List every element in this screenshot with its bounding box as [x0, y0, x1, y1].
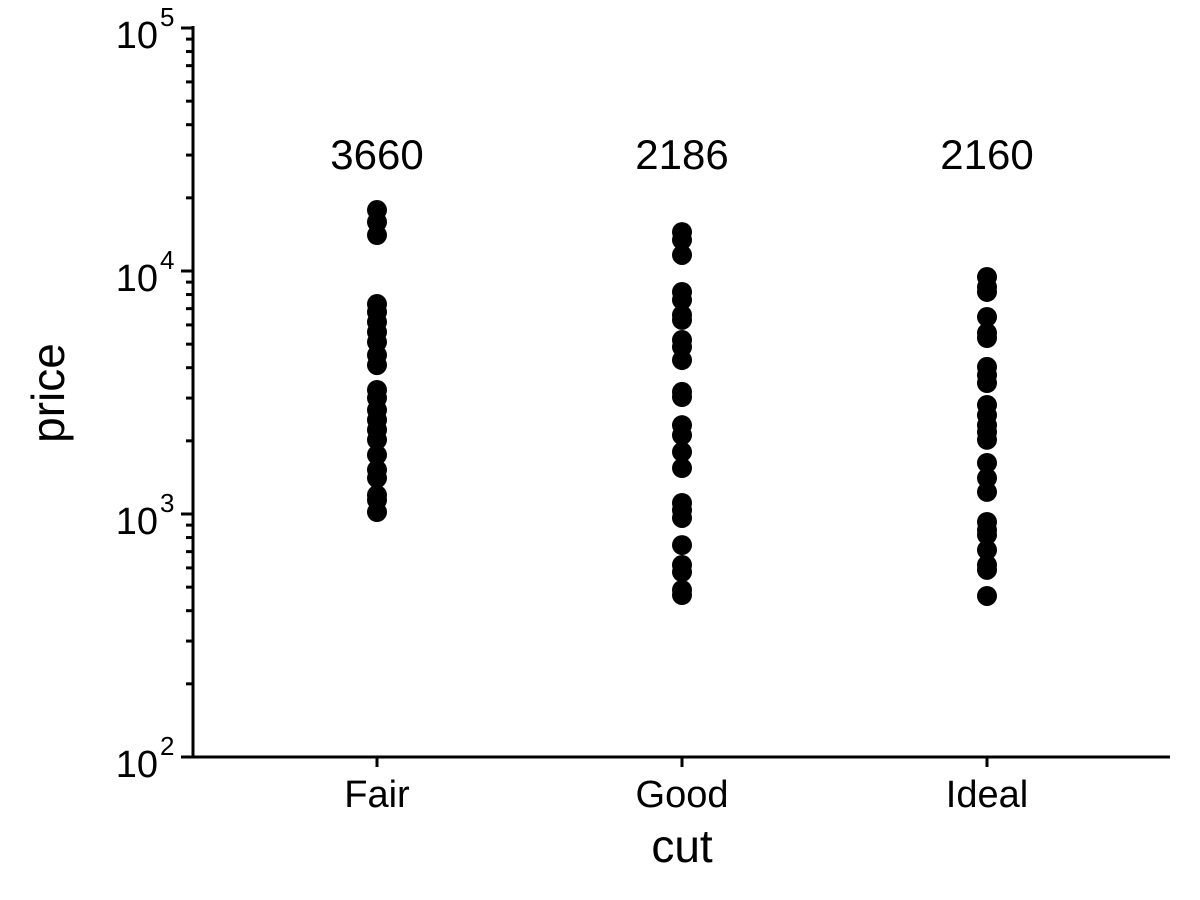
- data-point: [672, 244, 692, 265]
- y-tick-exponent: 5: [160, 2, 174, 32]
- data-point: [672, 229, 692, 250]
- y-tick-label: 10: [116, 501, 158, 543]
- data-point: [367, 444, 387, 465]
- data-point: [367, 429, 387, 450]
- x-tick-label: Fair: [344, 774, 410, 816]
- data-point: [977, 481, 997, 502]
- y-axis-label: price: [22, 343, 74, 443]
- y-tick-exponent: 2: [160, 731, 174, 761]
- data-point: [672, 507, 692, 528]
- data-point: [672, 425, 692, 446]
- data-point: [367, 355, 387, 376]
- data-point: [977, 306, 997, 327]
- data-point: [672, 585, 692, 606]
- y-tick-label: 10: [116, 744, 158, 786]
- data-point: [977, 524, 997, 545]
- data-point: [977, 328, 997, 349]
- data-point: [367, 468, 387, 489]
- y-tick-exponent: 3: [160, 488, 174, 518]
- x-tick-label: Good: [636, 774, 729, 816]
- y-tick-label: 10: [116, 258, 158, 300]
- count-label: 2160: [940, 131, 1033, 178]
- y-tick-exponent: 4: [160, 245, 174, 275]
- x-tick-label: Ideal: [946, 774, 1028, 816]
- data-point: [672, 535, 692, 556]
- data-point: [977, 539, 997, 560]
- data-point: [672, 289, 692, 310]
- data-point: [977, 281, 997, 302]
- data-point: [367, 502, 387, 523]
- data-point: [367, 225, 387, 246]
- data-point: [977, 373, 997, 394]
- labels: 3660 2186 2160: [330, 131, 1033, 178]
- data-point: [672, 350, 692, 371]
- data-point: [977, 452, 997, 473]
- points: [367, 200, 997, 606]
- data-point: [672, 562, 692, 583]
- count-label: 3660: [330, 131, 423, 178]
- count-label: 2186: [635, 131, 728, 178]
- y-tick-label: 10: [116, 15, 158, 57]
- data-point: [672, 309, 692, 330]
- data-point: [672, 458, 692, 479]
- data-point: [672, 441, 692, 462]
- data-point: [977, 559, 997, 580]
- data-point: [977, 585, 997, 606]
- data-point: [977, 429, 997, 450]
- x-axis-label: cut: [651, 820, 713, 872]
- data-point: [672, 387, 692, 408]
- data-point: [977, 468, 997, 489]
